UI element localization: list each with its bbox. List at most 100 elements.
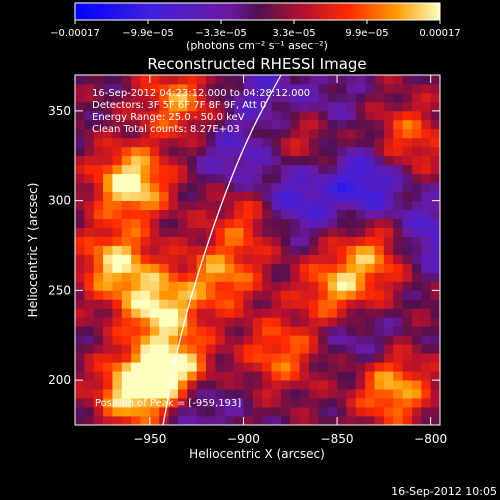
heatmap-cell <box>234 173 244 184</box>
heatmap-cell <box>280 335 291 345</box>
heatmap-cell <box>75 326 85 336</box>
heatmap-cell <box>327 146 338 157</box>
heatmap-cell <box>177 236 188 246</box>
heatmap-cell <box>308 389 319 399</box>
heatmap-cell <box>280 389 291 399</box>
heatmap-cell <box>290 263 301 273</box>
heatmap-cell <box>299 353 310 363</box>
heatmap-cell <box>168 164 179 175</box>
heatmap-cell <box>187 254 198 264</box>
heatmap-cell <box>411 416 422 425</box>
heatmap-cell <box>402 326 413 336</box>
heatmap-cell <box>402 362 413 372</box>
heatmap-cell <box>103 236 113 246</box>
heatmap-cell <box>159 83 169 94</box>
heatmap-cell <box>355 75 366 85</box>
heatmap-cell <box>103 75 113 85</box>
heatmap-cell <box>215 173 226 184</box>
heatmap-cell <box>271 191 282 202</box>
heatmap-cell <box>177 290 188 300</box>
heatmap-cell <box>337 218 347 228</box>
heatmap-cell <box>206 164 216 175</box>
heatmap-cell <box>383 245 394 255</box>
heatmap-cell <box>280 119 291 130</box>
heatmap-cell <box>196 83 207 94</box>
heatmap-cell <box>140 191 151 202</box>
heatmap-cell <box>318 75 329 85</box>
heatmap-cell <box>224 407 235 417</box>
heatmap-cell <box>140 380 151 390</box>
heatmap-cell <box>234 416 244 425</box>
heatmap-cell <box>346 254 357 264</box>
heatmap-cell <box>149 326 160 336</box>
heatmap-cell <box>430 290 440 300</box>
heatmap-cell <box>252 236 263 246</box>
heatmap-cell <box>299 416 310 425</box>
heatmap-cell <box>224 137 235 148</box>
heatmap-cell <box>131 200 141 211</box>
heatmap-cell <box>402 308 413 318</box>
heatmap-cell <box>112 182 123 193</box>
heatmap-cell <box>280 200 291 211</box>
heatmap-cell <box>411 299 422 309</box>
heatmap-cell <box>271 155 282 166</box>
heatmap-cell <box>206 353 216 363</box>
heatmap-cell <box>215 200 226 211</box>
heatmap-cell <box>393 407 403 417</box>
heatmap-cell <box>355 380 366 390</box>
plot-frame <box>74 74 441 426</box>
heatmap-cell <box>177 263 188 273</box>
heatmap-cell <box>411 146 422 157</box>
heatmap-cell <box>318 254 329 264</box>
heatmap-cell <box>327 200 338 211</box>
heatmap-cell <box>224 245 235 255</box>
heatmap-cell <box>121 146 132 157</box>
heatmap-cell <box>262 137 272 148</box>
heatmap-cell <box>112 308 123 318</box>
heatmap-cell <box>206 209 216 219</box>
heatmap-cell <box>346 218 357 228</box>
heatmap-cell <box>187 299 198 309</box>
heatmap-cell <box>393 335 403 345</box>
heatmap-cell <box>93 110 104 121</box>
heatmap-cell <box>206 263 216 273</box>
heatmap-cell <box>121 209 132 219</box>
heatmap-cell <box>411 362 422 372</box>
heatmap-cell <box>421 110 432 121</box>
heatmap-cell <box>140 101 151 112</box>
heatmap-cell <box>402 281 413 291</box>
heatmap-cell <box>84 371 95 381</box>
heatmap-cell <box>149 353 160 363</box>
heatmap-cell <box>168 75 179 85</box>
heatmap-cell <box>374 173 385 184</box>
heatmap-cell <box>262 209 272 219</box>
heatmap-cell <box>93 299 104 309</box>
heatmap-cell <box>290 155 301 166</box>
heatmap-cell <box>93 137 104 148</box>
heatmap-cell <box>121 263 132 273</box>
heatmap-cell <box>177 344 188 354</box>
heatmap-cell <box>215 155 226 166</box>
heatmap-cell <box>121 371 132 381</box>
heatmap-cell <box>224 146 235 157</box>
heatmap-cell <box>131 182 141 193</box>
heatmap-cell <box>383 362 394 372</box>
heatmap-cell <box>383 236 394 246</box>
heatmap-cell <box>318 236 329 246</box>
heatmap-cell <box>271 371 282 381</box>
heatmap-cell <box>93 146 104 157</box>
heatmap-cell <box>243 326 254 336</box>
heatmap-cell <box>308 101 319 112</box>
heatmap-cell <box>337 209 347 219</box>
heatmap-cell <box>84 110 95 121</box>
heatmap-cell <box>121 173 132 184</box>
heatmap-cell <box>365 407 375 417</box>
heatmap-cell <box>402 182 413 193</box>
heatmap-cell <box>93 272 104 282</box>
heatmap-cell <box>271 200 282 211</box>
heatmap-cell <box>177 308 188 318</box>
heatmap-cell <box>318 92 329 103</box>
heatmap-cell <box>327 191 338 202</box>
heatmap-cell <box>402 272 413 282</box>
heatmap-cell <box>271 101 282 112</box>
